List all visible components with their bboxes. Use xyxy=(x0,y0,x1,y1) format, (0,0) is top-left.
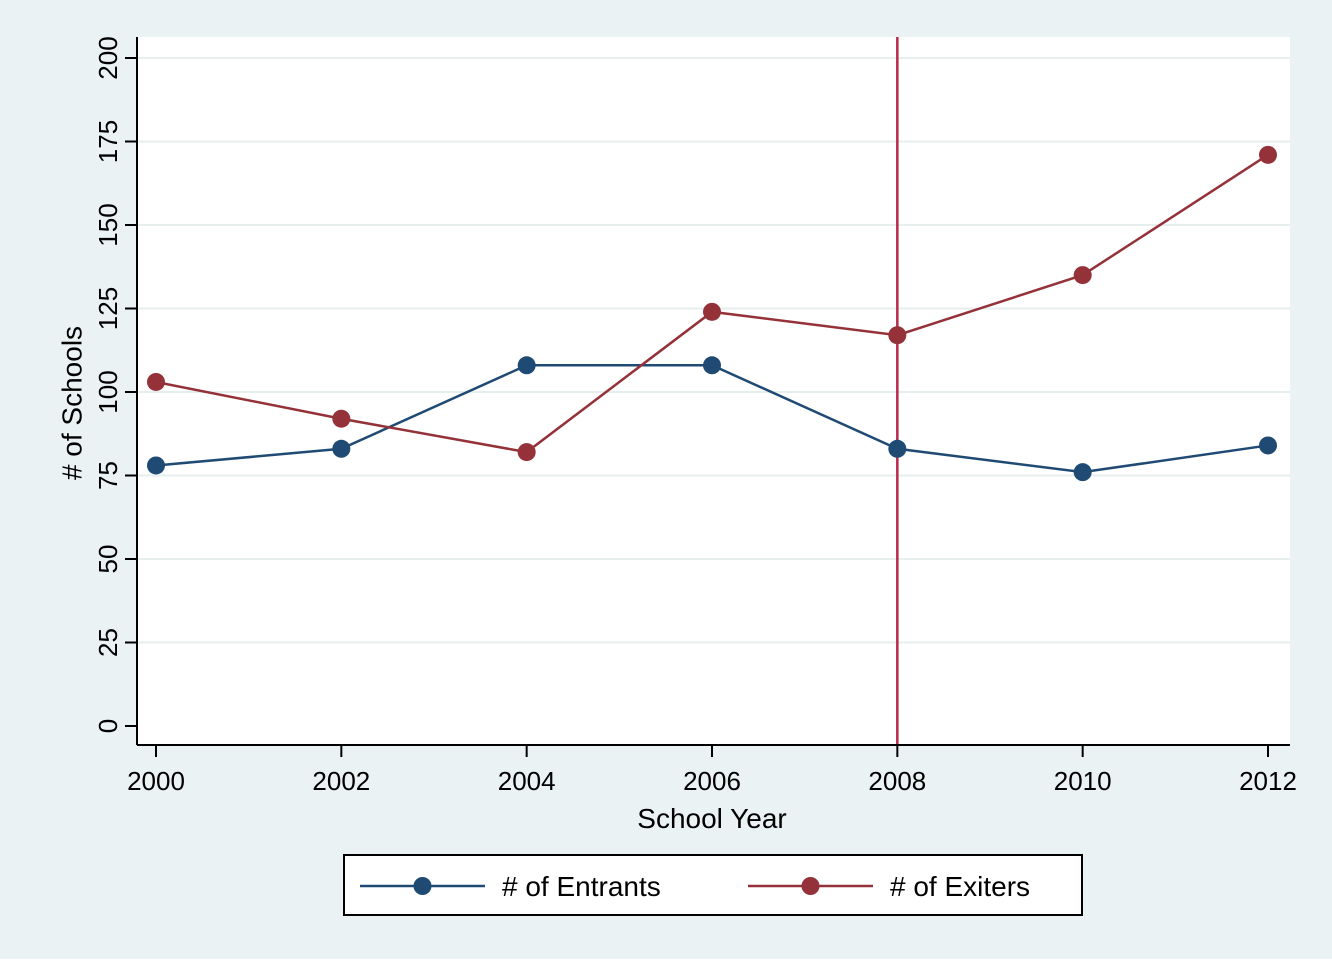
y-tick-label: 50 xyxy=(93,545,123,574)
data-point xyxy=(517,356,536,375)
legend-label: # of Entrants xyxy=(502,871,661,902)
y-axis-title: # of Schools xyxy=(57,326,88,480)
y-tick-label: 125 xyxy=(93,287,123,330)
data-point xyxy=(517,443,536,462)
data-point xyxy=(1073,463,1092,482)
gridlines xyxy=(137,57,1290,644)
data-point xyxy=(1259,436,1277,455)
x-tick-label: 2000 xyxy=(127,766,185,796)
data-point xyxy=(1259,145,1277,164)
y-tick-label: 100 xyxy=(93,370,123,413)
data-point xyxy=(703,302,721,321)
legend-marker xyxy=(801,877,820,895)
legend-item: # of Entrants xyxy=(360,871,661,902)
x-tick-label: 2010 xyxy=(1054,766,1112,796)
x-tick-label: 2008 xyxy=(868,766,926,796)
legend: # of Entrants # of Exiters xyxy=(343,854,1083,916)
series-2 xyxy=(147,145,1277,462)
x-tick-label: 2004 xyxy=(498,766,556,796)
y-tick-label: 200 xyxy=(93,36,123,79)
axes xyxy=(125,37,1290,757)
x-tick-label: 2002 xyxy=(312,766,370,796)
x-tick-label: 2006 xyxy=(683,766,741,796)
data-point xyxy=(888,439,907,458)
y-tick-label: 75 xyxy=(93,461,123,490)
y-tick-label: 25 xyxy=(93,628,123,657)
data-point xyxy=(1073,266,1092,285)
series-1 xyxy=(147,356,1277,482)
series-group xyxy=(147,145,1277,482)
data-point xyxy=(888,326,907,345)
legend-marker xyxy=(413,877,432,895)
data-point xyxy=(332,409,351,428)
data-point xyxy=(147,456,165,475)
y-tick-label: 175 xyxy=(93,120,123,163)
legend-label: # of Exiters xyxy=(890,871,1030,902)
tick-labels: 0 25 50 75 100 125 150 175 200 2000 2002 2004 2006 20… xyxy=(93,36,1297,796)
data-point xyxy=(332,439,351,458)
data-point xyxy=(703,356,721,375)
legend-item: # of Exiters xyxy=(748,871,1030,902)
y-tick-label: 0 xyxy=(93,719,123,733)
x-axis-title: School Year xyxy=(637,803,786,834)
x-tick-label: 2012 xyxy=(1239,766,1297,796)
data-point xyxy=(147,372,165,391)
y-tick-label: 150 xyxy=(93,203,123,246)
